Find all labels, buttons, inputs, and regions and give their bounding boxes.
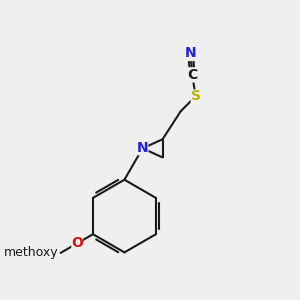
Text: N: N [137, 141, 148, 155]
Text: S: S [190, 89, 201, 103]
Text: methoxy: methoxy [4, 246, 59, 260]
Text: C: C [187, 68, 197, 82]
Text: N: N [185, 46, 197, 60]
Text: O: O [71, 236, 83, 250]
